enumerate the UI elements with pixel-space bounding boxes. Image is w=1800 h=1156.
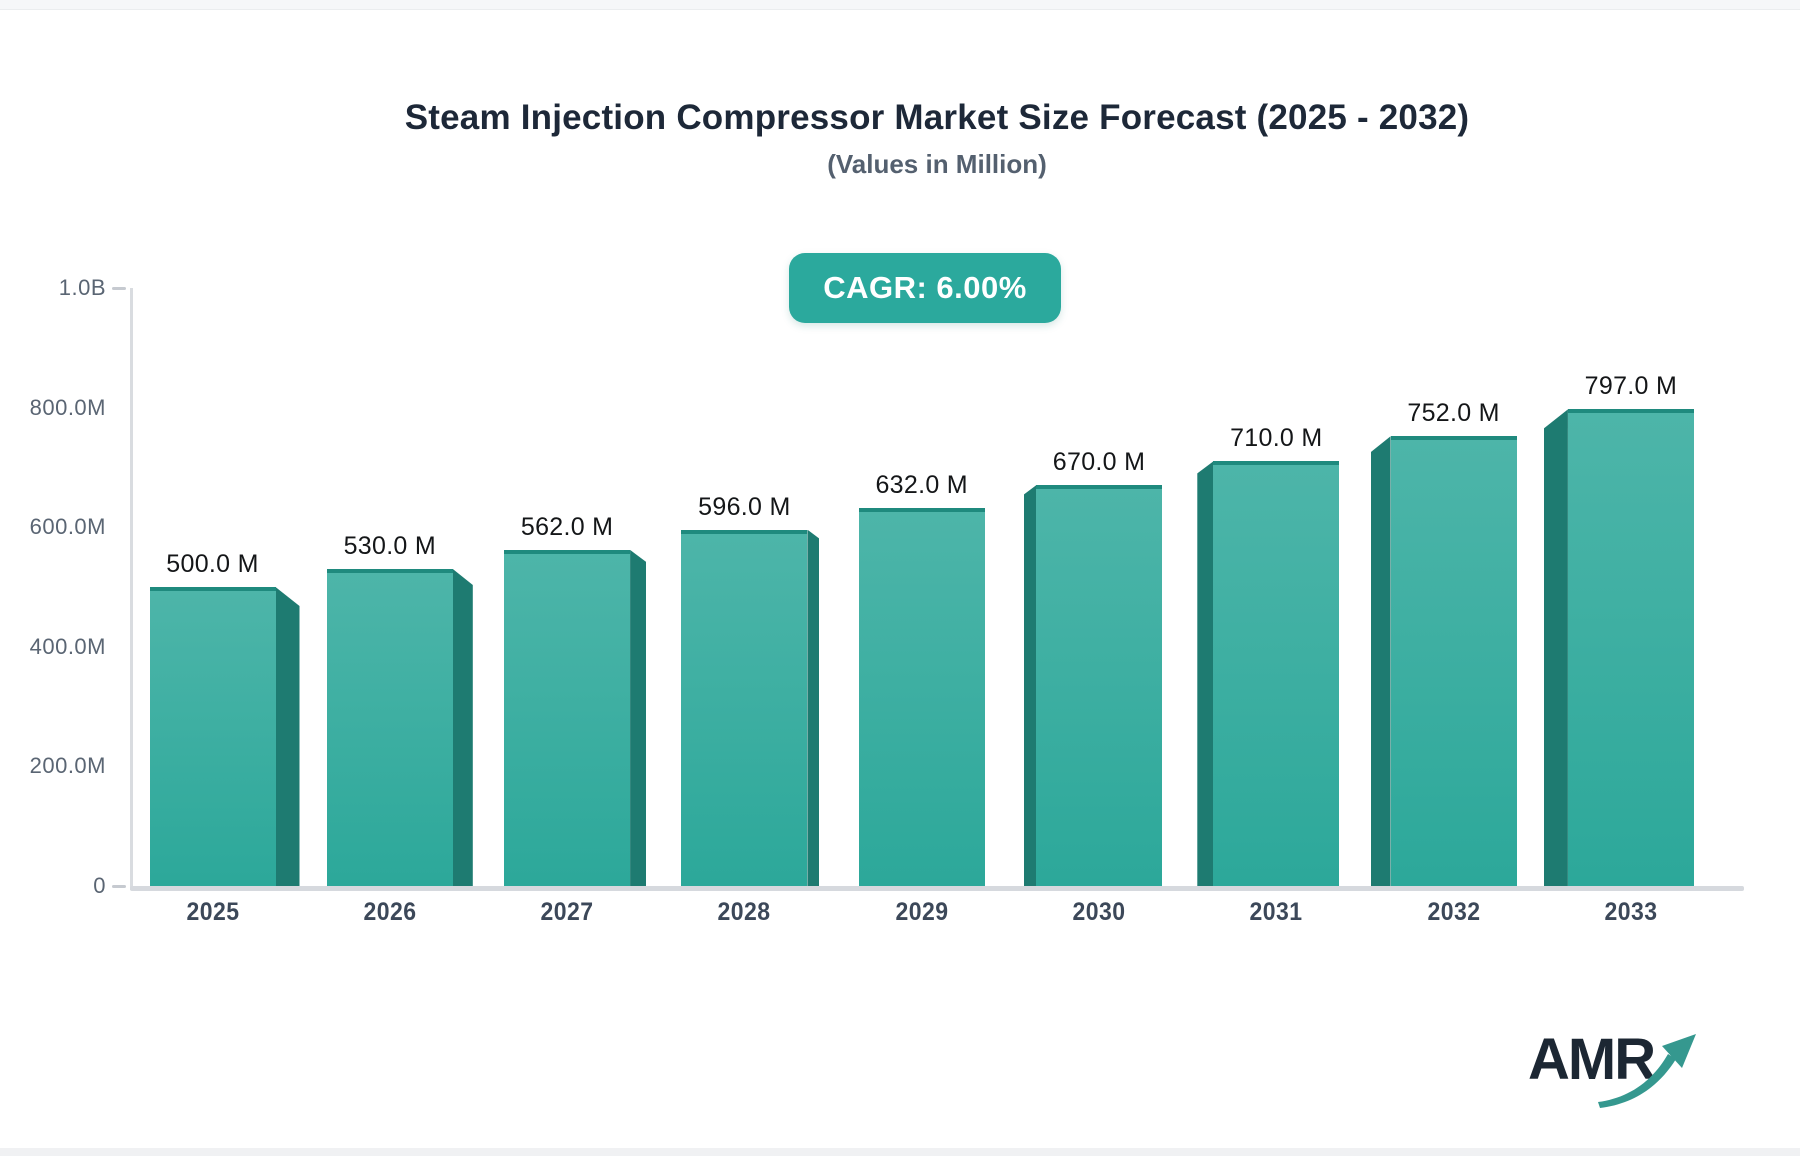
bar-2033: 797.0 M — [1543, 372, 1694, 886]
bar-face — [1036, 485, 1162, 886]
x-axis-label-2029: 2029 — [895, 898, 949, 926]
y-axis-tick-label: 600.0M — [29, 514, 106, 540]
bar-face — [504, 549, 631, 886]
bar-value-label: 797.0 M — [1584, 372, 1678, 401]
bar-2025: 500.0 M — [149, 550, 300, 886]
bar-side-3d — [1024, 485, 1036, 886]
bar-side-3d — [630, 549, 647, 886]
amr-logo-text: AMR — [1528, 1027, 1656, 1092]
bar-side-3d — [452, 569, 473, 886]
bar-value-label: 500.0 M — [166, 550, 259, 578]
bar-value-label: 670.0 M — [1052, 448, 1146, 477]
y-axis-tick-label: 400.0M — [29, 633, 106, 659]
bar-face — [326, 569, 453, 886]
x-axis-label-2032: 2032 — [1427, 898, 1481, 926]
bar-2028: 596.0 M — [681, 493, 820, 886]
y-axis-tick-label: 200.0M — [29, 753, 106, 779]
x-axis-label-2025: 2025 — [185, 898, 240, 926]
bar-face — [1567, 409, 1694, 886]
bar-2027: 562.0 M — [504, 513, 647, 886]
bar-side-3d — [1197, 461, 1214, 886]
chart-title: Steam Injection Compressor Market Size F… — [404, 98, 1470, 137]
bar-2026: 530.0 M — [326, 532, 473, 886]
x-axis-label-2027: 2027 — [540, 898, 594, 926]
bar-value-label: 710.0 M — [1230, 424, 1323, 453]
bar-face — [149, 587, 276, 886]
bar-face — [858, 508, 985, 886]
x-axis-label-2028: 2028 — [717, 898, 771, 926]
y-axis-tick-label: 0 — [93, 873, 106, 898]
x-axis-label-2030: 2030 — [1072, 898, 1126, 926]
chart-header: Steam Injection Compressor Market Size F… — [130, 96, 1744, 180]
y-axis-line — [130, 288, 133, 890]
page-top-edge — [0, 0, 1800, 10]
bar-side-3d — [1543, 409, 1568, 886]
x-axis-label-2033: 2033 — [1604, 898, 1658, 926]
bar-value-label: 530.0 M — [343, 532, 437, 561]
y-axis-tick-label: 1.0B — [58, 275, 106, 300]
bar-2030: 670.0 M — [1024, 448, 1162, 886]
page-bottom-edge — [0, 1148, 1800, 1156]
bar-value-label: 562.0 M — [520, 512, 614, 541]
trend-up-arrow-icon — [1598, 1034, 1696, 1108]
bar-2032: 752.0 M — [1370, 399, 1517, 886]
x-axis-label-2026: 2026 — [363, 898, 417, 926]
bar-2031: 710.0 M — [1197, 424, 1340, 886]
bar-face — [1390, 436, 1517, 886]
bar-face — [1213, 461, 1340, 886]
cagr-badge: CAGR: 6.00% — [789, 253, 1061, 323]
amr-logo: AMR — [1528, 1028, 1718, 1118]
y-axis-tick-mark — [112, 884, 126, 888]
x-axis-label-2031: 2031 — [1249, 898, 1303, 926]
bar-2029: 632.0 M — [858, 471, 985, 886]
bar-face — [681, 529, 808, 886]
bar-side-3d — [807, 529, 820, 886]
bar-value-label: 596.0 M — [698, 492, 791, 521]
bar-value-label: 632.0 M — [875, 471, 968, 500]
y-axis-tick-label: 800.0M — [29, 394, 106, 420]
y-axis-tick-mark — [112, 286, 126, 290]
x-axis-baseline — [130, 886, 1744, 891]
chart-subtitle: (Values in Million) — [827, 149, 1047, 179]
bar-side-3d — [1370, 436, 1391, 886]
bar-side-3d — [275, 587, 300, 886]
bar-value-label: 752.0 M — [1407, 399, 1500, 428]
